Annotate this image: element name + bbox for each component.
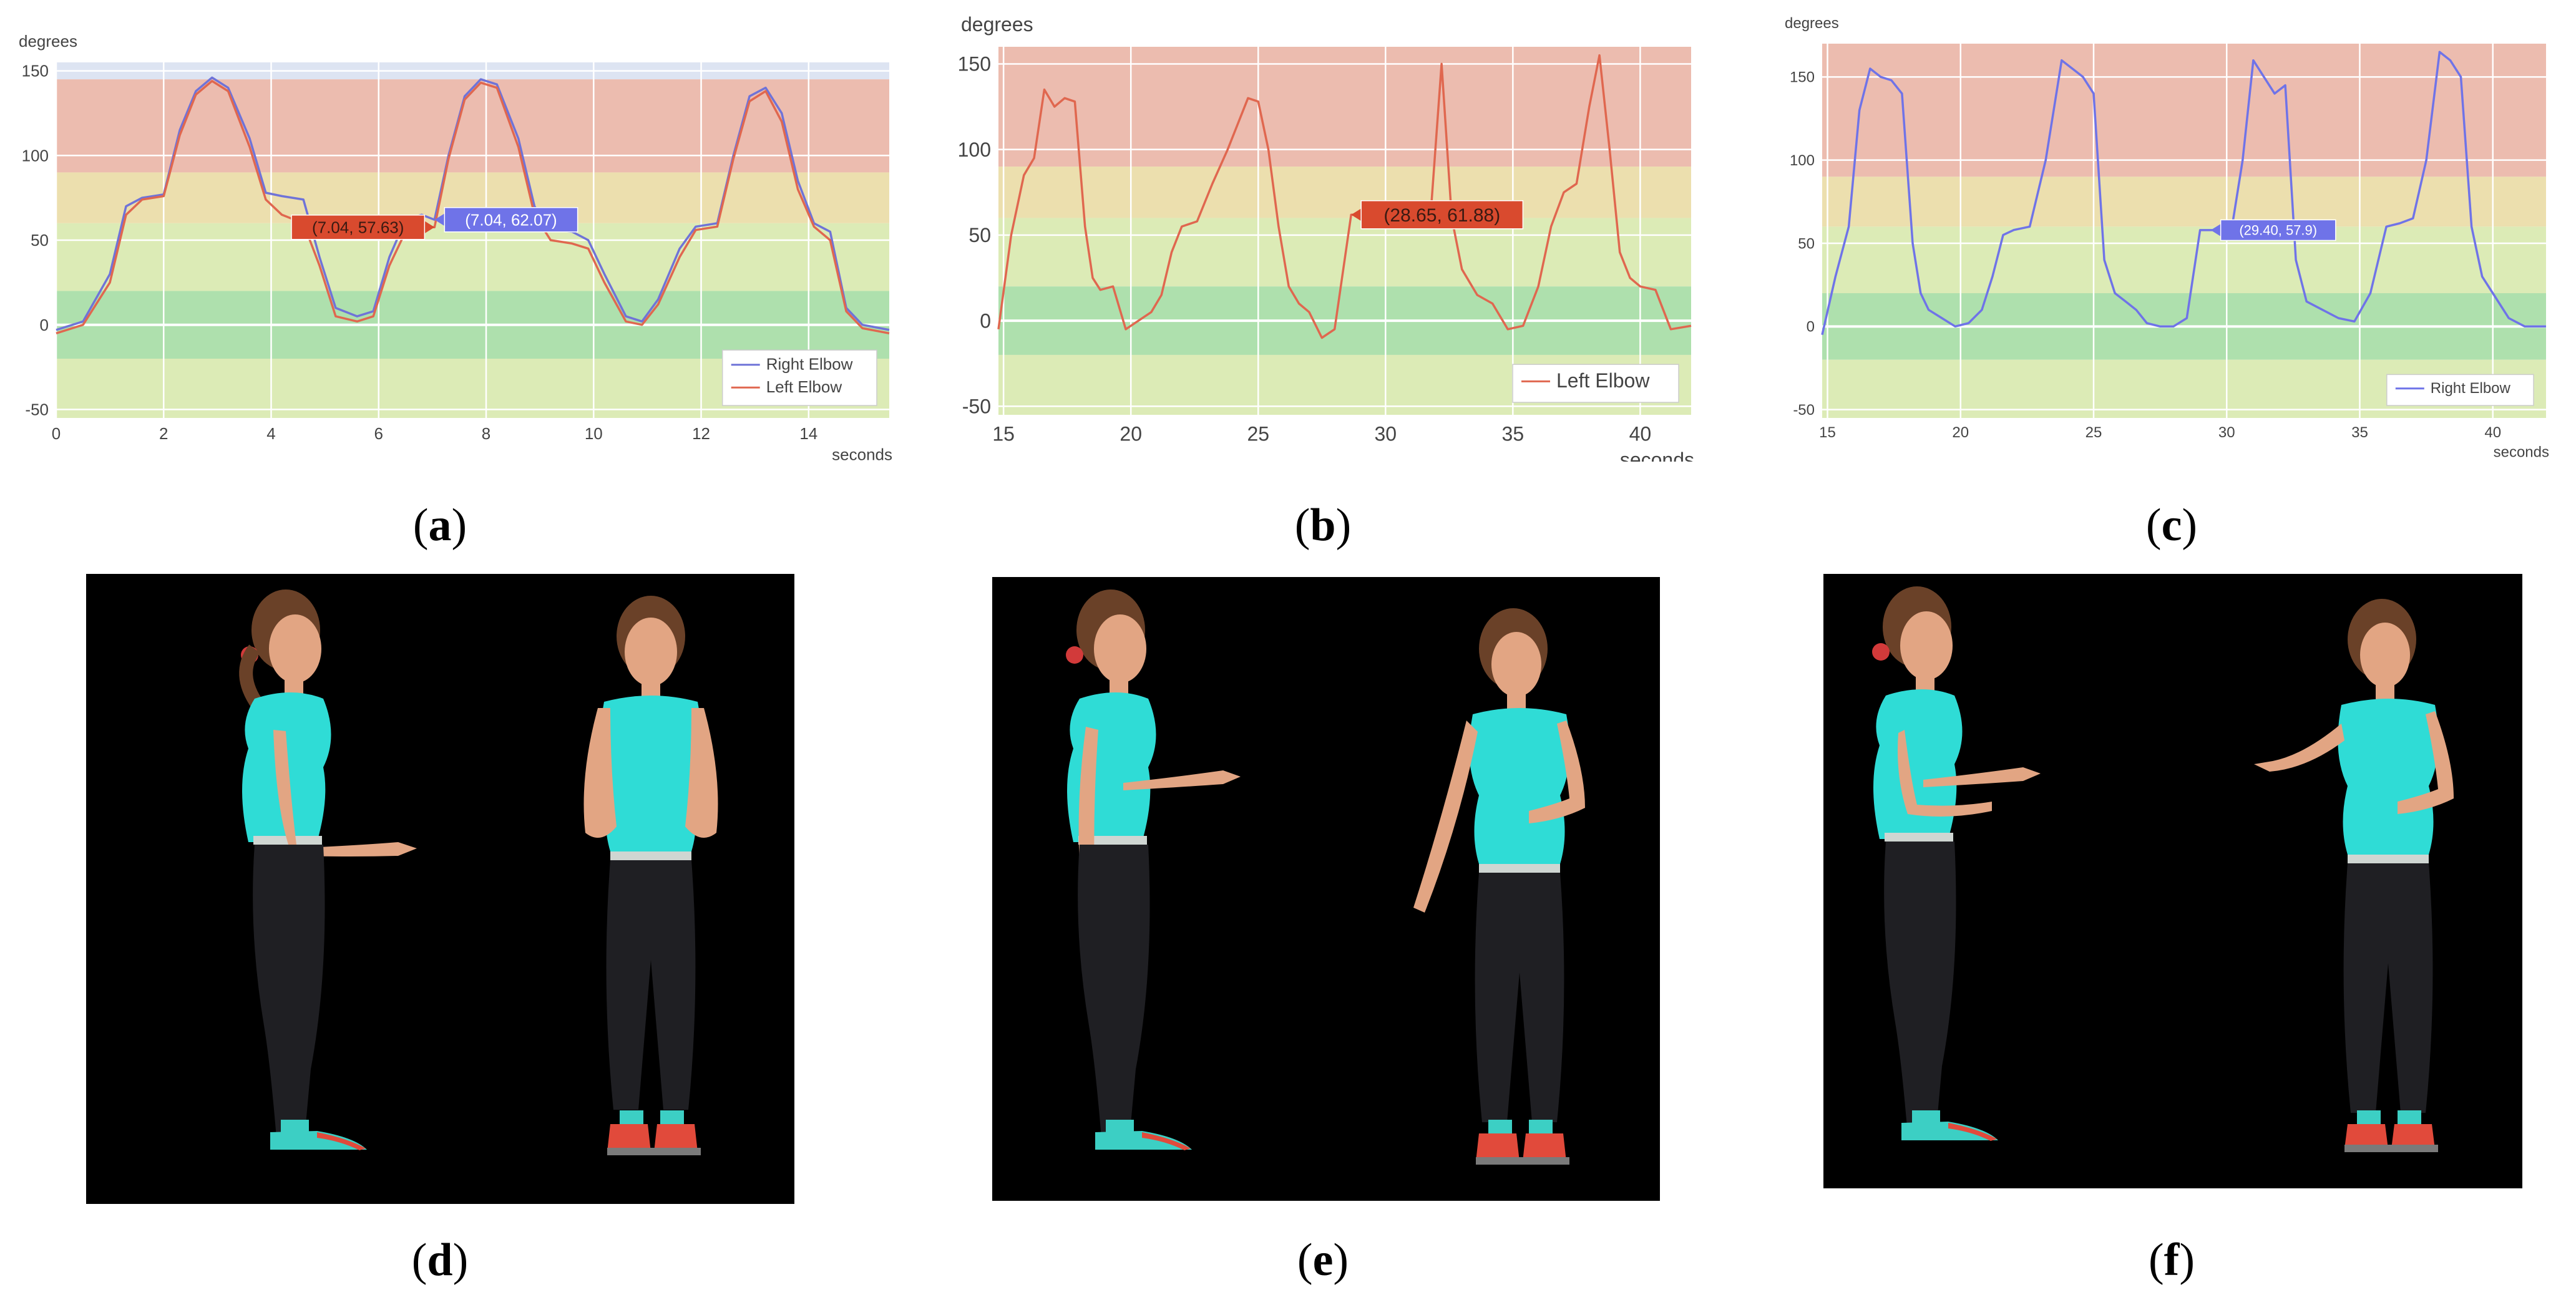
legend-label-0: Left Elbow <box>1556 369 1650 392</box>
avatar-pair-f <box>1872 586 2454 1152</box>
y-tick-label-2: 50 <box>968 224 991 246</box>
y-tick-label-4: 150 <box>958 53 991 75</box>
y-tick-label-0: -50 <box>1793 402 1815 419</box>
tooltip-arrow-0 <box>1351 208 1362 221</box>
caption-a: (a) <box>412 500 467 551</box>
avatar-side-view <box>1066 589 1241 1150</box>
y-tick-label-3: 100 <box>958 138 991 161</box>
legend-label-1: Left Elbow <box>766 377 842 396</box>
x-tick-label-6: 12 <box>692 424 710 443</box>
chart-a: 0 2 4 6 8 10 12 14-50050100150degreesseconds(7.… <box>19 32 892 462</box>
x-axis-title: seconds <box>2494 444 2549 460</box>
zone-band-3 <box>56 223 889 291</box>
x-tick-label-0: 15 <box>992 423 1015 445</box>
avatar-front-view <box>1413 608 1585 1165</box>
tooltip-arrow-0 <box>424 221 435 234</box>
x-tick-label-2: 25 <box>2086 424 2102 441</box>
y-tick-label-3: 100 <box>22 146 49 165</box>
caption-c: (c) <box>2145 500 2198 551</box>
y-axis-title: degrees <box>19 32 77 51</box>
x-tick-label-4: 35 <box>2351 424 2368 441</box>
x-tick-label-2: 25 <box>1247 423 1269 445</box>
tooltip-label-1: (7.04, 62.07) <box>465 210 557 229</box>
y-tick-label-3: 100 <box>1790 152 1815 169</box>
tooltip-box-0 <box>1360 200 1524 230</box>
tooltip-arrow-0 <box>2210 223 2221 236</box>
avatar-side-view <box>1872 586 2041 1141</box>
y-tick-label-0: -50 <box>962 395 991 417</box>
y-tick-label-1: 0 <box>980 309 991 332</box>
x-tick-label-0: 15 <box>1819 424 1836 441</box>
x-tick-label-3: 30 <box>1374 423 1397 445</box>
legend-box <box>721 349 877 406</box>
zone-band-1 <box>1822 177 2546 227</box>
x-tick-label-4: 35 <box>1502 423 1525 445</box>
y-tick-label-2: 50 <box>31 231 49 250</box>
x-tick-label-5: 40 <box>2484 424 2501 441</box>
zone-band-1 <box>998 167 1691 218</box>
x-tick-label-5: 40 <box>1629 423 1652 445</box>
x-tick-label-1: 20 <box>1120 423 1142 445</box>
y-tick-label-4: 150 <box>22 62 49 80</box>
legend-label-0: Right Elbow <box>2431 380 2511 397</box>
x-tick-label-1: 2 <box>159 424 168 443</box>
avatar-front-view <box>583 596 718 1155</box>
tooltip-label-0: (7.04, 57.63) <box>312 218 404 236</box>
avatar-front-view <box>2254 599 2454 1152</box>
legend-label-0: Right Elbow <box>766 355 853 374</box>
legend-box <box>2386 374 2534 406</box>
tooltip-box-0 <box>2220 219 2336 241</box>
x-tick-label-1: 20 <box>1952 424 1969 441</box>
x-axis-title: seconds <box>1620 449 1694 462</box>
y-axis-title: degrees <box>1785 15 1839 32</box>
caption-f: (f) <box>2149 1235 2195 1286</box>
caption-d: (d) <box>411 1235 469 1286</box>
x-tick-label-5: 10 <box>585 424 603 443</box>
caption-b: (b) <box>1294 500 1352 551</box>
chart-b: 15 20 25 30 35 40 -50 0 50 100 150 degrees seconds (2… <box>958 13 1694 462</box>
avatar-scene-d <box>86 574 794 1204</box>
tooltip-label-0: (29.40, 57.9) <box>2239 223 2317 238</box>
avatar-pair-e <box>1066 589 1585 1165</box>
x-tick-label-4: 8 <box>482 424 490 443</box>
x-tick-label-0: 0 <box>52 424 61 443</box>
avatar-scene-f <box>1823 574 2522 1188</box>
zone-band-0 <box>1822 44 2546 177</box>
series-line-left-elbow <box>997 54 1692 339</box>
tooltip-box-1 <box>444 206 578 233</box>
chart-c: 15 20 25 30 35 40 -50 0 50 100 150 degrees seconds (2… <box>1785 15 2549 460</box>
x-tick-label-3: 6 <box>374 424 383 443</box>
series-line-right-elbow <box>1821 51 2546 336</box>
y-axis-title: degrees <box>961 13 1033 36</box>
x-tick-label-7: 14 <box>799 424 817 443</box>
avatar-pair-d <box>239 589 718 1155</box>
zone-band-0 <box>998 47 1691 167</box>
y-tick-label-1: 0 <box>40 316 49 334</box>
x-axis-title: seconds <box>832 445 892 462</box>
x-tick-label-2: 4 <box>266 424 275 443</box>
series-line-left-elbow <box>56 80 890 335</box>
y-tick-label-1: 0 <box>1807 319 1815 336</box>
legend-box <box>1512 364 1679 403</box>
zone-band-2 <box>1822 226 2546 293</box>
tooltip-arrow-1 <box>434 213 445 226</box>
tooltip-box-0 <box>291 215 426 240</box>
avatar-side-view <box>239 589 417 1150</box>
series-line-right-elbow <box>56 76 890 331</box>
caption-e: (e) <box>1297 1235 1349 1286</box>
tooltip-label-0: (28.65, 61.88) <box>1383 205 1500 226</box>
x-tick-label-3: 30 <box>2218 424 2235 441</box>
y-tick-label-2: 50 <box>1798 235 1815 252</box>
avatar-scene-e <box>992 577 1660 1201</box>
y-tick-label-4: 150 <box>1790 69 1815 86</box>
y-tick-label-0: -50 <box>25 400 49 419</box>
